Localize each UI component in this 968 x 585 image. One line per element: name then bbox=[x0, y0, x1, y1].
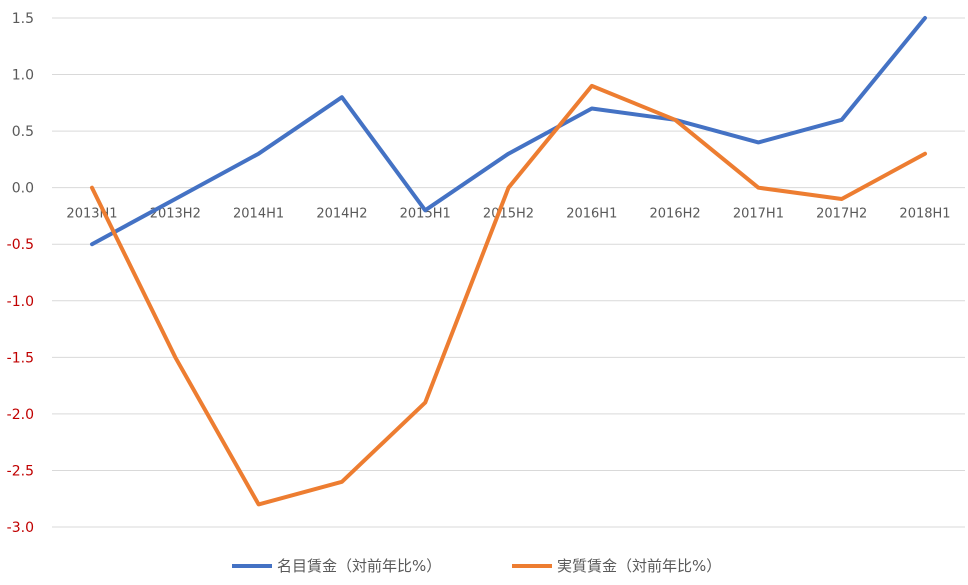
x-tick-label: 2014H1 bbox=[233, 207, 284, 222]
x-axis-ticks: 2013H1 2013H2 2014H1 2014H2 2015H1 2015H2 2016… bbox=[66, 207, 950, 222]
y-tick-label: -1.5 bbox=[7, 350, 34, 366]
legend-label-nominal: 名目賃金（対前年比%） bbox=[277, 557, 441, 575]
x-tick-label: 2015H1 bbox=[400, 207, 451, 222]
legend: 名目賃金（対前年比%） 実質賃金（対前年比%） bbox=[232, 557, 721, 575]
x-tick-label: 2016H1 bbox=[566, 207, 617, 222]
series-line-1 bbox=[90, 83, 927, 507]
legend-item-nominal: 名目賃金（対前年比%） bbox=[232, 557, 441, 575]
legend-item-real: 実質賃金（対前年比%） bbox=[512, 557, 721, 575]
gridlines bbox=[52, 17, 965, 528]
x-tick-label: 2017H1 bbox=[733, 207, 784, 222]
y-tick-label: -2.5 bbox=[7, 463, 34, 479]
series-lines bbox=[90, 16, 927, 507]
x-tick-label: 2018H1 bbox=[899, 207, 950, 222]
x-tick-label: 2015H2 bbox=[483, 207, 534, 222]
y-tick-label: 0.5 bbox=[12, 124, 34, 140]
y-tick-label: -0.5 bbox=[7, 237, 34, 253]
x-tick-label: 2013H1 bbox=[66, 207, 117, 222]
x-tick-label: 2013H2 bbox=[150, 207, 201, 222]
y-tick-label: 1.0 bbox=[12, 68, 34, 84]
y-tick-label: -1.0 bbox=[7, 294, 34, 310]
x-tick-label: 2014H2 bbox=[316, 207, 367, 222]
x-tick-label: 2017H2 bbox=[816, 207, 867, 222]
y-tick-label: 0.0 bbox=[12, 181, 34, 197]
x-tick-label: 2016H2 bbox=[650, 207, 701, 222]
y-tick-label: -2.0 bbox=[7, 407, 34, 423]
y-tick-label: 1.5 bbox=[12, 11, 34, 27]
y-axis-ticks: 1.5 1.0 0.5 0.0 -0.5 -1.0 -1.5 -2.0 -2.5 -3.0 bbox=[7, 11, 34, 536]
y-tick-label: -3.0 bbox=[7, 520, 34, 536]
legend-label-real: 実質賃金（対前年比%） bbox=[557, 557, 721, 575]
